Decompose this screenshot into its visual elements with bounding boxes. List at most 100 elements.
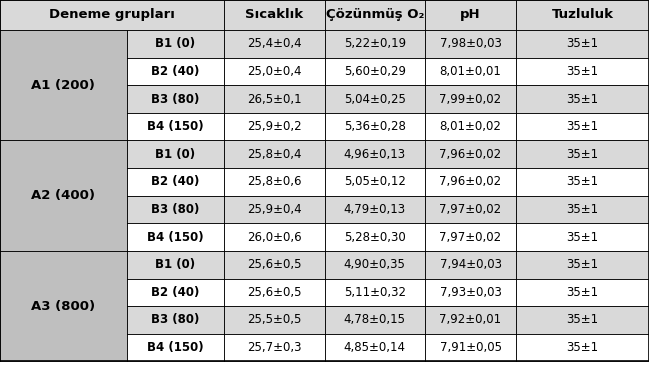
- Bar: [425, 30, 516, 58]
- Bar: [0, 30, 127, 140]
- Text: 25,9±0,2: 25,9±0,2: [247, 120, 302, 133]
- Bar: [0, 0, 224, 30]
- Bar: [224, 334, 324, 361]
- Text: 7,98±0,03: 7,98±0,03: [439, 37, 502, 50]
- Text: 35±1: 35±1: [567, 65, 598, 78]
- Text: 4,79±0,13: 4,79±0,13: [344, 203, 406, 216]
- Text: 35±1: 35±1: [567, 314, 598, 326]
- Bar: [324, 196, 425, 223]
- Bar: [425, 306, 516, 334]
- Text: 7,91±0,05: 7,91±0,05: [439, 341, 502, 354]
- Text: A2 (400): A2 (400): [31, 189, 95, 202]
- Bar: [324, 113, 425, 140]
- Bar: [324, 306, 425, 334]
- Text: B4 (150): B4 (150): [147, 341, 204, 354]
- Bar: [127, 251, 224, 279]
- Text: 26,5±0,1: 26,5±0,1: [247, 93, 302, 105]
- Bar: [127, 196, 224, 223]
- Bar: [224, 168, 324, 196]
- Bar: [127, 168, 224, 196]
- Text: 25,6±0,5: 25,6±0,5: [247, 286, 301, 299]
- Text: 7,94±0,03: 7,94±0,03: [439, 258, 502, 271]
- Text: 35±1: 35±1: [567, 203, 598, 216]
- Text: pH: pH: [460, 9, 481, 21]
- Bar: [224, 279, 324, 306]
- Text: 7,96±0,02: 7,96±0,02: [439, 148, 502, 161]
- Bar: [324, 58, 425, 85]
- Text: 5,22±0,19: 5,22±0,19: [344, 37, 406, 50]
- Bar: [516, 196, 649, 223]
- Bar: [324, 30, 425, 58]
- Text: Sıcaklık: Sıcaklık: [245, 9, 303, 21]
- Text: 8,01±0,01: 8,01±0,01: [439, 65, 502, 78]
- Bar: [516, 113, 649, 140]
- Text: B2 (40): B2 (40): [151, 65, 199, 78]
- Text: 25,6±0,5: 25,6±0,5: [247, 258, 301, 271]
- Text: 4,85±0,14: 4,85±0,14: [344, 341, 406, 354]
- Text: 35±1: 35±1: [567, 93, 598, 105]
- Text: A3 (800): A3 (800): [31, 300, 95, 313]
- Text: B1 (0): B1 (0): [155, 258, 195, 271]
- Text: 4,78±0,15: 4,78±0,15: [344, 314, 406, 326]
- Bar: [516, 168, 649, 196]
- Bar: [0, 251, 127, 361]
- Bar: [516, 223, 649, 251]
- Text: 35±1: 35±1: [567, 175, 598, 188]
- Text: Tuzluluk: Tuzluluk: [552, 9, 613, 21]
- Bar: [516, 0, 649, 30]
- Text: 5,28±0,30: 5,28±0,30: [344, 231, 406, 244]
- Bar: [224, 58, 324, 85]
- Bar: [224, 0, 324, 30]
- Text: 25,8±0,6: 25,8±0,6: [247, 175, 301, 188]
- Text: 7,93±0,03: 7,93±0,03: [439, 286, 502, 299]
- Text: B4 (150): B4 (150): [147, 120, 204, 133]
- Text: 25,4±0,4: 25,4±0,4: [247, 37, 302, 50]
- Text: 5,36±0,28: 5,36±0,28: [344, 120, 406, 133]
- Bar: [425, 223, 516, 251]
- Bar: [324, 251, 425, 279]
- Text: Çözünmüş O₂: Çözünmüş O₂: [326, 9, 424, 21]
- Bar: [0, 140, 127, 251]
- Text: 35±1: 35±1: [567, 258, 598, 271]
- Bar: [224, 113, 324, 140]
- Bar: [224, 251, 324, 279]
- Bar: [127, 279, 224, 306]
- Bar: [324, 334, 425, 361]
- Text: B4 (150): B4 (150): [147, 231, 204, 244]
- Bar: [516, 58, 649, 85]
- Bar: [324, 223, 425, 251]
- Text: 35±1: 35±1: [567, 231, 598, 244]
- Text: 4,96±0,13: 4,96±0,13: [344, 148, 406, 161]
- Bar: [224, 223, 324, 251]
- Bar: [425, 58, 516, 85]
- Bar: [127, 30, 224, 58]
- Text: B1 (0): B1 (0): [155, 148, 195, 161]
- Bar: [127, 58, 224, 85]
- Text: 25,7±0,3: 25,7±0,3: [247, 341, 301, 354]
- Text: 7,96±0,02: 7,96±0,02: [439, 175, 502, 188]
- Text: 7,92±0,01: 7,92±0,01: [439, 314, 502, 326]
- Text: 4,90±0,35: 4,90±0,35: [344, 258, 406, 271]
- Bar: [127, 113, 224, 140]
- Bar: [425, 168, 516, 196]
- Text: 5,04±0,25: 5,04±0,25: [344, 93, 406, 105]
- Bar: [224, 85, 324, 113]
- Bar: [516, 85, 649, 113]
- Bar: [127, 223, 224, 251]
- Bar: [516, 306, 649, 334]
- Bar: [324, 279, 425, 306]
- Bar: [324, 168, 425, 196]
- Bar: [425, 196, 516, 223]
- Text: B2 (40): B2 (40): [151, 175, 199, 188]
- Bar: [425, 0, 516, 30]
- Text: 35±1: 35±1: [567, 286, 598, 299]
- Text: 8,01±0,02: 8,01±0,02: [439, 120, 502, 133]
- Text: Deneme grupları: Deneme grupları: [49, 9, 175, 21]
- Bar: [324, 140, 425, 168]
- Bar: [425, 140, 516, 168]
- Text: 35±1: 35±1: [567, 37, 598, 50]
- Bar: [224, 196, 324, 223]
- Text: 7,97±0,02: 7,97±0,02: [439, 231, 502, 244]
- Bar: [425, 113, 516, 140]
- Bar: [127, 85, 224, 113]
